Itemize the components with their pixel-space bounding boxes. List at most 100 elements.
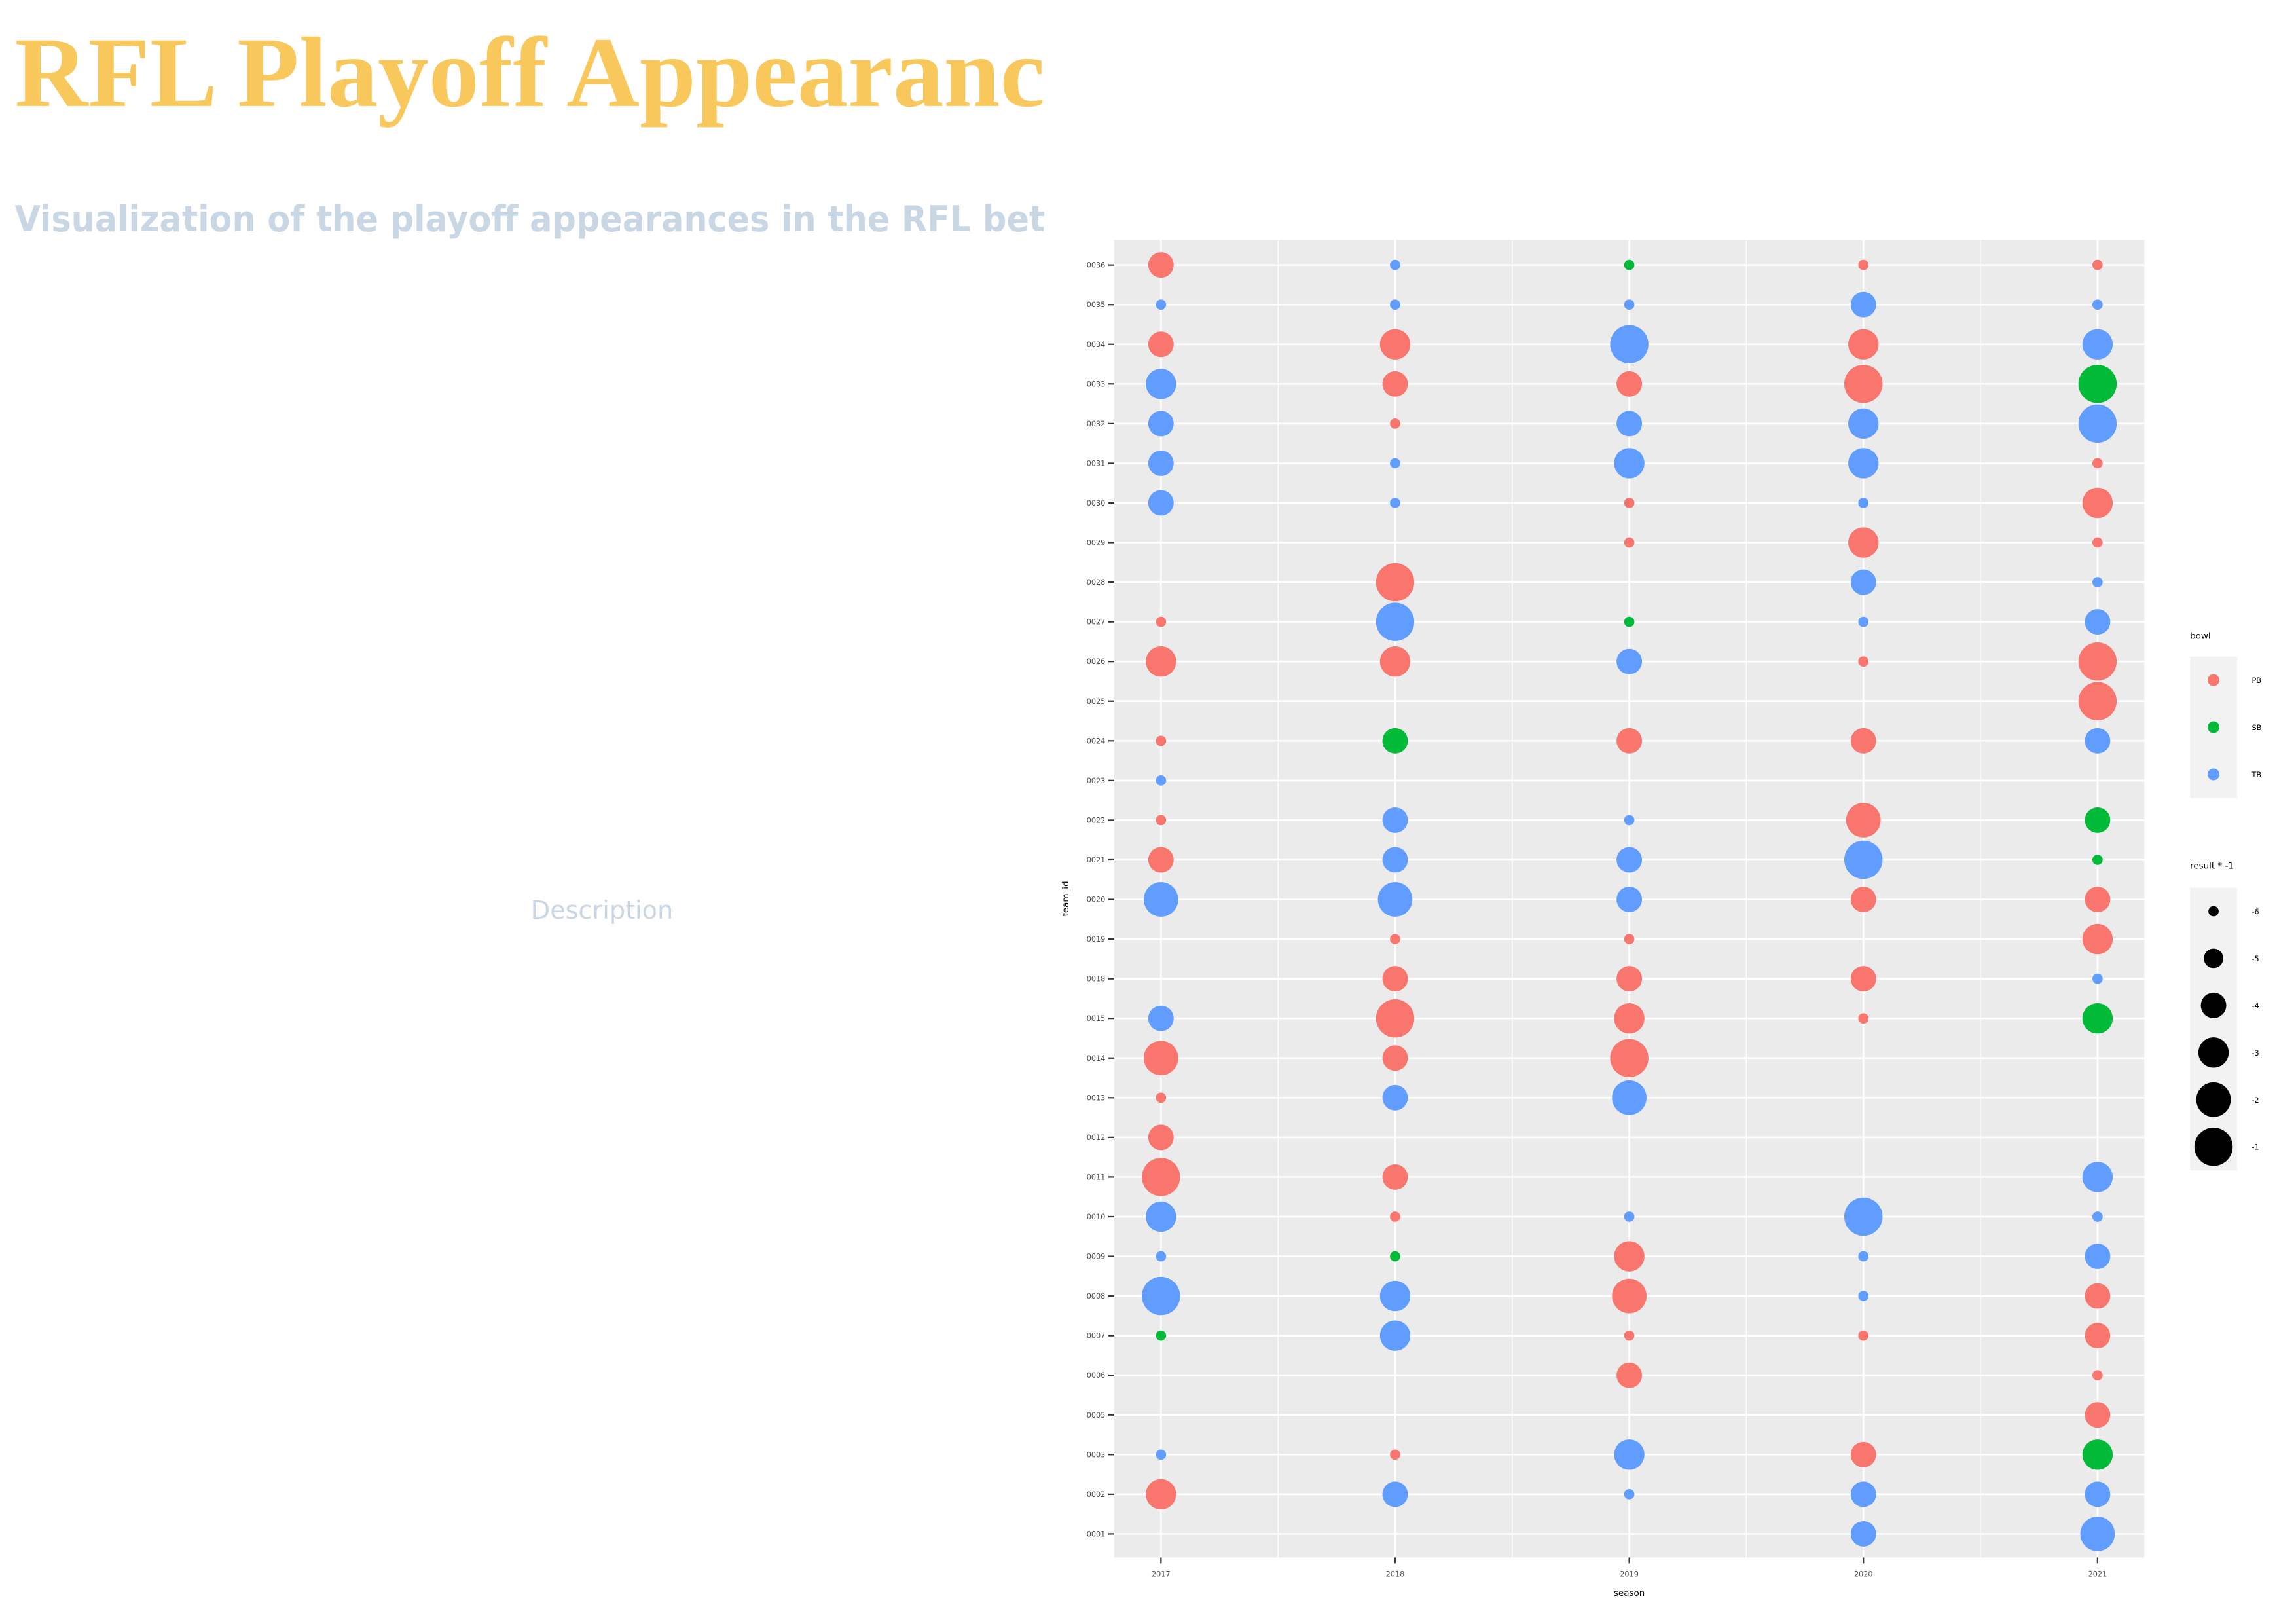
point	[1390, 1251, 1400, 1262]
point	[1143, 882, 1178, 917]
point	[2085, 609, 2111, 635]
point	[1610, 1039, 1649, 1077]
point	[1850, 966, 1876, 992]
point	[1848, 448, 1879, 479]
point	[1156, 616, 1167, 627]
y-tick-label: 0032	[1087, 420, 1106, 428]
size-legend-label: -1	[2252, 1143, 2259, 1152]
point	[1379, 646, 1411, 677]
point	[1382, 1164, 1408, 1190]
point	[1156, 299, 1167, 310]
point	[1146, 1201, 1176, 1232]
size-legend-key	[2194, 1127, 2233, 1166]
point	[1858, 1330, 1869, 1341]
point	[1858, 656, 1869, 667]
description: Description	[531, 896, 674, 925]
y-tick-label: 0025	[1087, 697, 1106, 706]
y-tick-label: 0028	[1087, 578, 1106, 587]
point	[1146, 646, 1176, 677]
point	[1156, 1330, 1167, 1341]
point	[1616, 966, 1643, 992]
page-subtitle: Visualization of the playoff appearances…	[15, 198, 1046, 240]
size-legend-label: -4	[2252, 1002, 2259, 1010]
x-tick-label: 2019	[1620, 1570, 1639, 1579]
y-tick-label: 0031	[1087, 459, 1106, 468]
point	[1379, 329, 1411, 360]
point	[1858, 259, 1869, 270]
legend-label: SB	[2252, 724, 2262, 732]
point	[2085, 887, 2111, 912]
point	[1858, 1251, 1869, 1262]
size-legend-key	[2198, 1037, 2229, 1068]
point	[1616, 648, 1643, 674]
y-tick-label: 0024	[1087, 737, 1106, 745]
y-tick-label: 0012	[1087, 1134, 1106, 1142]
y-tick-label: 0026	[1087, 657, 1106, 666]
legend-swatch	[2208, 721, 2220, 733]
point	[1143, 1041, 1178, 1076]
point	[1382, 371, 1408, 397]
page-title: RFL Playoff Appearanc	[15, 18, 1046, 128]
point	[1624, 259, 1635, 270]
point	[1848, 408, 1879, 439]
point	[1382, 1084, 1408, 1111]
y-tick-label: 0036	[1087, 261, 1106, 270]
point	[1156, 815, 1167, 826]
point	[1624, 537, 1635, 548]
point	[1390, 934, 1400, 944]
point	[1390, 299, 1400, 310]
y-tick-label: 0013	[1087, 1094, 1106, 1102]
point	[1614, 1241, 1645, 1272]
point	[1850, 728, 1876, 754]
point	[1148, 411, 1174, 437]
point	[1390, 259, 1400, 270]
point	[1846, 803, 1881, 838]
point	[1382, 807, 1408, 833]
y-tick-label: 0018	[1087, 975, 1106, 984]
legend-label: TB	[2251, 771, 2262, 779]
point	[2085, 807, 2111, 833]
y-tick-label: 0011	[1087, 1173, 1106, 1181]
point	[2078, 365, 2117, 403]
point	[1616, 411, 1643, 437]
point	[2085, 728, 2111, 754]
point	[1390, 498, 1400, 508]
point	[1616, 1362, 1643, 1388]
point	[1376, 602, 1415, 641]
point	[1850, 1441, 1876, 1467]
point	[1382, 1481, 1408, 1507]
y-tick-label: 0005	[1087, 1411, 1106, 1420]
point	[1850, 887, 1876, 912]
point	[1156, 1092, 1167, 1103]
point	[2092, 973, 2103, 984]
size-legend-box	[2190, 887, 2238, 1171]
point	[1382, 728, 1408, 754]
size-legend-label: -5	[2252, 955, 2259, 963]
point	[1614, 1439, 1645, 1470]
y-tick-label: 0015	[1087, 1014, 1106, 1023]
point	[1624, 616, 1635, 627]
size-legend-key	[2204, 948, 2223, 969]
y-tick-label: 0033	[1087, 380, 1106, 388]
point	[1624, 1488, 1635, 1500]
x-tick-label: 2020	[1854, 1570, 1873, 1579]
point	[1858, 1291, 1869, 1301]
point	[1848, 527, 1879, 558]
point	[2085, 1481, 2111, 1507]
point	[2078, 682, 2117, 720]
point	[1142, 1158, 1180, 1196]
point	[1146, 1479, 1176, 1510]
point	[1156, 1251, 1167, 1262]
point	[2085, 1283, 2111, 1309]
point	[1148, 1124, 1174, 1151]
point	[1858, 1013, 1869, 1024]
size-legend-label: -3	[2252, 1049, 2259, 1058]
point	[2078, 404, 2117, 443]
point	[2082, 329, 2113, 360]
y-tick-label: 0020	[1087, 896, 1106, 904]
point	[1382, 966, 1408, 992]
point	[1377, 882, 1413, 917]
point	[1624, 934, 1635, 944]
point	[1156, 1449, 1167, 1460]
